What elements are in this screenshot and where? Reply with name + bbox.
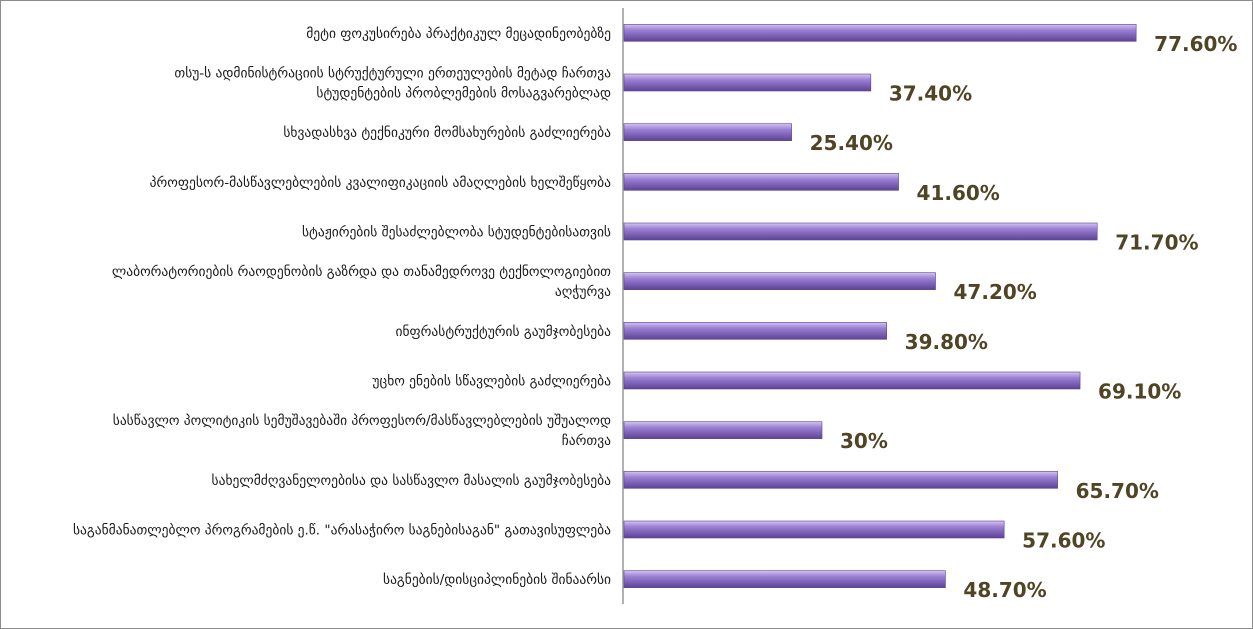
- category-label: საგანმანათლებლო პროგრამების ე.წ. "არასაჭ…: [73, 522, 611, 539]
- data-label: 47.20%: [954, 280, 1037, 304]
- category-label-line: სახელმძღვანელოებისა და სასწავლო მასალის …: [212, 473, 612, 489]
- category-label: სტაჟირების შესაძლებლობა სტუდენტებისათვის: [302, 224, 611, 241]
- bar: [623, 173, 899, 191]
- category-label: სახელმძღვანელოებისა და სასწავლო მასალის …: [212, 473, 612, 489]
- bar: [623, 570, 946, 588]
- bar: [623, 471, 1058, 489]
- data-label: 69.10%: [1098, 380, 1181, 404]
- bar: [623, 520, 1005, 539]
- category-label-line: სხვადასხვა ტექნიკური მომსახურების გაძლიე…: [283, 124, 611, 141]
- bar: [623, 24, 1137, 42]
- data-label: 41.60%: [917, 181, 1000, 205]
- data-label: 77.60%: [1154, 32, 1237, 56]
- category-label-line: თსუ-ს ადმინისტრაციის სტრუქტურული ერთეულე…: [174, 65, 611, 82]
- category-label: საგნების/დისციპლინების შინაარსი: [383, 571, 611, 588]
- category-label-line: საგნების/დისციპლინების შინაარსი: [383, 571, 611, 588]
- category-label: სხვადასხვა ტექნიკური მომსახურების გაძლიე…: [283, 124, 611, 141]
- category-label-line: სტაჟირების შესაძლებლობა სტუდენტებისათვის: [302, 224, 611, 241]
- bar: [623, 123, 792, 141]
- category-label: თსუ-ს ადმინისტრაციის სტრუქტურული ერთეულე…: [174, 65, 611, 102]
- data-label: 57.60%: [1022, 529, 1105, 553]
- bar: [623, 222, 1098, 241]
- category-label: მეტი ფოკუსირება პრაქტიკულ მეცადინეობებზე: [306, 25, 611, 42]
- data-label: 65.70%: [1076, 479, 1159, 503]
- bar: [623, 371, 1081, 390]
- category-label-line: აღჭურვა: [555, 283, 611, 300]
- category-label-line: სტუდენტების პრობლემების მოსაგვარებლად: [316, 85, 611, 102]
- category-label: პროფესორ-მასწავლებლების კვალიფიკაციის ამ…: [150, 174, 612, 191]
- data-label: 37.40%: [889, 82, 972, 106]
- category-label-line: უცხო ენების სწავლების გაძლიერება: [372, 373, 611, 390]
- data-label: 39.80%: [905, 330, 988, 354]
- bar-series: [623, 24, 1137, 588]
- category-label-line: სასწავლო პოლიტიკის სემუშავებაში პროფესორ…: [113, 412, 611, 429]
- category-label: ლაბორატორიების რაოდენობის გაზრდა და თანა…: [112, 263, 611, 300]
- category-label: სასწავლო პოლიტიკის სემუშავებაში პროფესორ…: [113, 412, 611, 449]
- category-label-line: საგანმანათლებლო პროგრამების ე.წ. "არასაჭ…: [73, 522, 611, 539]
- data-label: 25.40%: [810, 131, 893, 155]
- data-label: 71.70%: [1115, 231, 1198, 255]
- value-labels: 77.60% 37.40% 25.40% 41.60% 71.70% 47.20% 39.8…: [810, 32, 1238, 602]
- bar: [623, 73, 872, 92]
- data-label: 48.70%: [963, 578, 1046, 602]
- category-label-line: ინფრასტრუქტურის გაუმჯობესება: [396, 323, 612, 340]
- category-label-line: ჩართვა: [562, 432, 611, 449]
- category-labels: მეტი ფოკუსირება პრაქტიკულ მეცადინეობებზე…: [73, 25, 611, 588]
- category-label-line: პროფესორ-მასწავლებლების კვალიფიკაციის ამ…: [150, 174, 612, 191]
- category-label: უცხო ენების სწავლების გაძლიერება: [372, 373, 611, 390]
- category-label: ინფრასტრუქტურის გაუმჯობესება: [396, 323, 612, 340]
- category-label-line: მეტი ფოკუსირება პრაქტიკულ მეცადინეობებზე: [306, 25, 611, 42]
- bar: [623, 272, 936, 290]
- bar: [623, 421, 823, 439]
- data-label: 30%: [840, 429, 888, 453]
- category-label-line: ლაბორატორიების რაოდენობის გაზრდა და თანა…: [112, 263, 611, 280]
- bar: [623, 322, 887, 340]
